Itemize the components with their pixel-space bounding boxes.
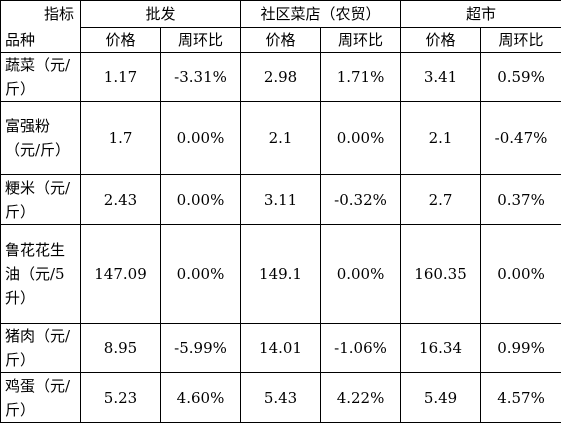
price-cell: 0.00% — [161, 225, 241, 324]
price-cell: 147.09 — [81, 225, 161, 324]
column-header: 价格 — [81, 28, 161, 53]
price-cell: 1.71% — [321, 53, 401, 102]
price-cell: 160.35 — [401, 225, 481, 324]
group-header: 社区菜店（农贸） — [241, 1, 401, 28]
price-cell: -1.06% — [321, 324, 401, 373]
column-header: 价格 — [241, 28, 321, 53]
price-cell: 8.95 — [81, 324, 161, 373]
corner-bottom: 品种 — [5, 28, 35, 52]
price-cell: -5.99% — [161, 324, 241, 373]
price-cell: -3.31% — [161, 53, 241, 102]
product-name: 粳米（元/斤） — [1, 175, 81, 225]
price-cell: 1.17 — [81, 53, 161, 102]
group-header: 超市 — [401, 1, 561, 28]
price-cell: 3.41 — [401, 53, 481, 102]
header-row: 指标 品种 批发 社区菜店（农贸） 超市 — [1, 1, 561, 28]
product-name: 鸡蛋（元/斤） — [1, 373, 81, 423]
price-cell: 5.23 — [81, 373, 161, 423]
column-header: 周环比 — [321, 28, 401, 53]
column-header: 周环比 — [481, 28, 561, 53]
price-cell: 0.59% — [481, 53, 561, 102]
price-cell: 4.22% — [321, 373, 401, 423]
price-cell: 0.00% — [481, 225, 561, 324]
product-name: 蔬菜（元/斤） — [1, 53, 81, 102]
column-header-row: 价格周环比价格周环比价格周环比 — [1, 28, 561, 53]
price-cell: 2.43 — [81, 175, 161, 225]
column-header: 周环比 — [161, 28, 241, 53]
price-cell: 0.99% — [481, 324, 561, 373]
product-name: 富强粉（元/斤） — [1, 102, 81, 175]
product-name: 鲁花花生油（元/5升） — [1, 225, 81, 324]
price-cell: 0.37% — [481, 175, 561, 225]
column-header: 价格 — [401, 28, 481, 53]
price-cell: 16.34 — [401, 324, 481, 373]
price-cell: 5.43 — [241, 373, 321, 423]
product-name: 猪肉（元/斤） — [1, 324, 81, 373]
price-cell: -0.47% — [481, 102, 561, 175]
price-cell: -0.32% — [321, 175, 401, 225]
price-cell: 2.1 — [401, 102, 481, 175]
price-cell: 14.01 — [241, 324, 321, 373]
price-cell: 149.1 — [241, 225, 321, 324]
group-header: 批发 — [81, 1, 241, 28]
price-cell: 0.00% — [321, 225, 401, 324]
price-cell: 5.49 — [401, 373, 481, 423]
price-cell: 2.98 — [241, 53, 321, 102]
price-cell: 2.7 — [401, 175, 481, 225]
price-cell: 0.00% — [321, 102, 401, 175]
corner-top: 指标 — [44, 2, 74, 26]
price-cell: 0.00% — [161, 102, 241, 175]
corner-cell: 指标 品种 — [1, 1, 81, 53]
price-cell: 4.57% — [481, 373, 561, 423]
price-cell: 0.00% — [161, 175, 241, 225]
price-cell: 3.11 — [241, 175, 321, 225]
price-cell: 4.60% — [161, 373, 241, 423]
price-cell: 2.1 — [241, 102, 321, 175]
price-cell: 1.7 — [81, 102, 161, 175]
